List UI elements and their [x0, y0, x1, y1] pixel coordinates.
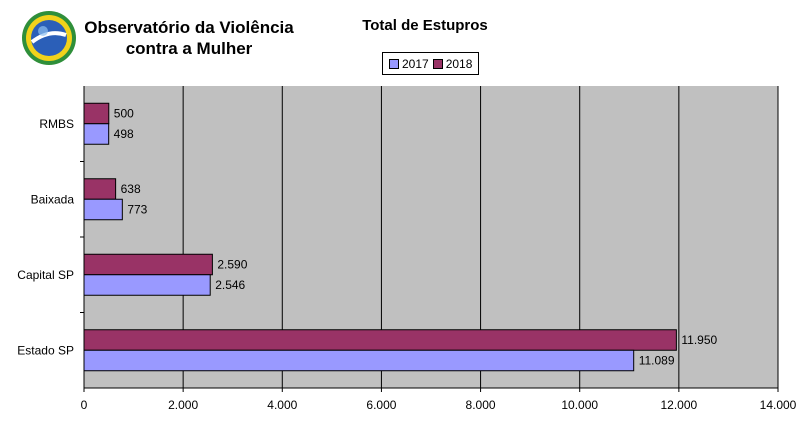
data-label-2017: 11.089: [639, 354, 675, 368]
data-label-2017: 773: [127, 203, 147, 217]
bar-2017: [83, 123, 110, 145]
category-label: Capital SP: [17, 268, 74, 282]
bar-2017: [83, 349, 635, 372]
bar-2018: [83, 178, 117, 200]
bar-2018: [83, 253, 213, 276]
data-label-2017: 2.546: [215, 278, 245, 292]
x-tick-label: 8.000: [466, 398, 496, 412]
category-label: RMBS: [39, 117, 74, 131]
chart-legend: 2017 2018: [382, 52, 480, 75]
data-label-2018: 638: [121, 182, 141, 196]
x-tick-label: 2.000: [168, 398, 198, 412]
data-label-2018: 500: [114, 107, 134, 121]
legend-label-2017: 2017: [402, 56, 429, 71]
bar-2018: [83, 329, 677, 351]
data-label-2018: 11.950: [681, 333, 717, 347]
data-label-2017: 498: [114, 127, 134, 141]
x-tick-label: 10.000: [561, 398, 598, 412]
chart-title: Total de Estupros: [362, 17, 488, 34]
category-label: Estado SP: [17, 343, 74, 357]
legend-swatch-2017: [389, 58, 399, 69]
bar-2018: [83, 102, 110, 125]
bar-2017: [83, 274, 211, 296]
x-tick-label: 12.000: [661, 398, 698, 412]
legend-label-2018: 2018: [445, 56, 473, 71]
bar-2017: [83, 198, 123, 221]
organization-title-line2: contra a Mulher: [125, 39, 253, 58]
x-tick-label: 4.000: [267, 398, 297, 412]
observatorio-logo-icon: [22, 11, 76, 65]
legend-item-2017: 2017: [389, 57, 429, 71]
legend-item-2018: 2018: [432, 56, 473, 71]
legend-swatch-2018: [432, 58, 443, 69]
x-tick-label: 14.000: [760, 398, 797, 412]
organization-title-line1: Observatório da Violência: [84, 18, 294, 37]
x-tick-label: 0: [81, 398, 88, 412]
data-label-2018: 2.590: [217, 258, 247, 272]
category-label: Baixada: [31, 192, 75, 206]
organization-title: Observatório da Violência contra a Mulhe…: [78, 17, 300, 59]
x-tick-label: 6.000: [366, 398, 396, 412]
